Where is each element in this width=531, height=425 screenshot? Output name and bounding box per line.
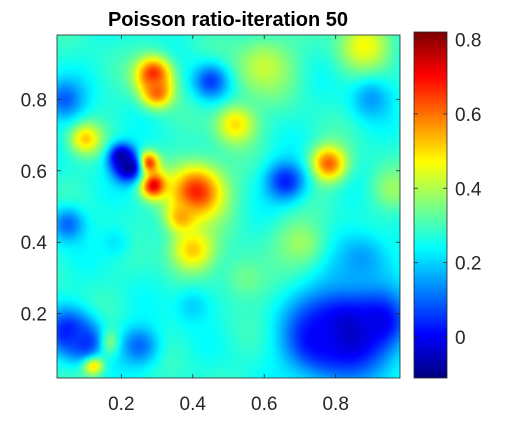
colorbar-tick-label: 0.6 (455, 105, 481, 126)
y-tick-label: 0.8 (21, 90, 47, 111)
colorbar-tick-label: 0.8 (455, 30, 481, 51)
x-tick-label: 0.2 (108, 394, 134, 415)
y-tick-label: 0.6 (21, 162, 47, 183)
plot-frame (56, 34, 401, 379)
x-axis-ticks: 0.2 0.4 0.6 0.8 (108, 35, 349, 415)
plot-area: 0.2 0.4 0.6 0.8 0.2 0.4 0.6 0.8 (21, 34, 401, 415)
chart-title: Poisson ratio-iteration 50 (108, 9, 348, 31)
colorbar-gradient (414, 32, 447, 378)
y-tick-label: 0.2 (21, 305, 47, 326)
colorbar-tick-label: 0 (455, 328, 466, 349)
colorbar: 0 0.2 0.4 0.6 0.8 (413, 30, 482, 379)
y-axis-ticks: 0.2 0.4 0.6 0.8 (21, 90, 400, 326)
x-tick-label: 0.6 (251, 394, 277, 415)
colorbar-frame (413, 31, 448, 379)
colorbar-tick-label: 0.2 (455, 254, 481, 275)
colorbar-ticks: 0 0.2 0.4 0.6 0.8 (414, 30, 482, 349)
y-tick-label: 0.4 (21, 233, 48, 254)
x-tick-label: 0.4 (180, 394, 207, 415)
heatmap-image (57, 35, 400, 378)
colorbar-tick-label: 0.4 (455, 179, 482, 200)
x-tick-label: 0.8 (322, 394, 348, 415)
